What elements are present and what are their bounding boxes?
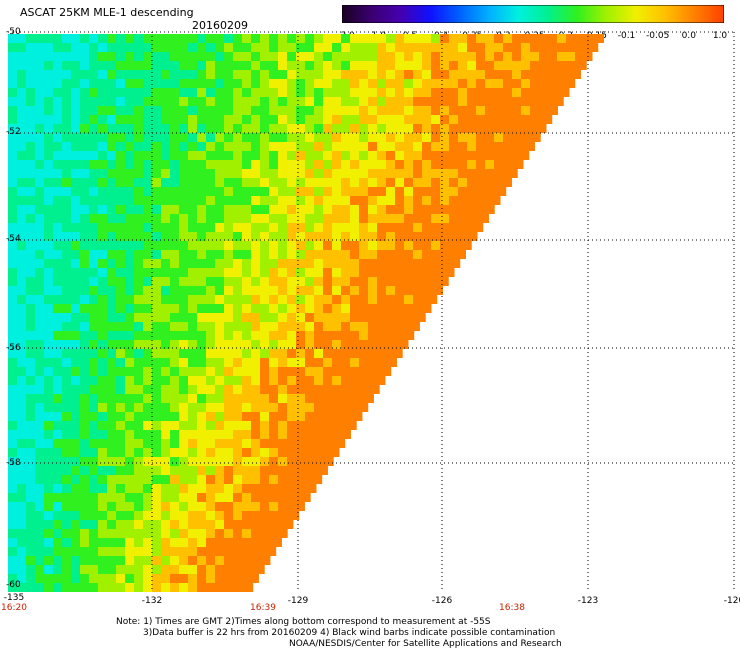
lon-label-135: -135 (3, 593, 25, 603)
lon-label-132: -132 (141, 596, 163, 606)
note-line-3: NOAA/NESDIS/Center for Satellite Applica… (289, 639, 562, 649)
time-label-right: 16:38 (499, 603, 525, 613)
lon-label-129: -129 (287, 596, 309, 606)
product-date: 20160209 (192, 19, 248, 32)
color-scale-label: -0.05 (646, 31, 670, 41)
lon-label-126: -126 (431, 596, 453, 606)
time-label-middle: 16:39 (250, 603, 276, 613)
color-scale-label: 0.0 (681, 31, 696, 41)
lat-label-60: -60 (6, 580, 21, 590)
note-line-2: 3)Data buffer is 22 hrs from 20160209 4)… (143, 628, 556, 638)
lon-label-120: -120 (723, 596, 740, 606)
lat-label-50: -50 (6, 27, 21, 37)
product-title: ASCAT 25KM MLE-1 descending (20, 6, 194, 19)
lat-label-52: -52 (6, 127, 21, 137)
lat-label-54: -54 (6, 234, 21, 244)
lon-label-123: -123 (577, 596, 599, 606)
lat-label-58: -58 (6, 458, 21, 468)
note-line-1: Note: 1) Times are GMT 2)Times along bot… (116, 617, 491, 627)
data-cells (8, 34, 604, 592)
color-scale-label: 1.0 (712, 31, 728, 41)
time-label-left: 16:20 (1, 603, 27, 613)
graticule (8, 31, 735, 590)
color-scale-label: -0.1 (617, 31, 636, 41)
lat-label-56: -56 (6, 343, 21, 353)
